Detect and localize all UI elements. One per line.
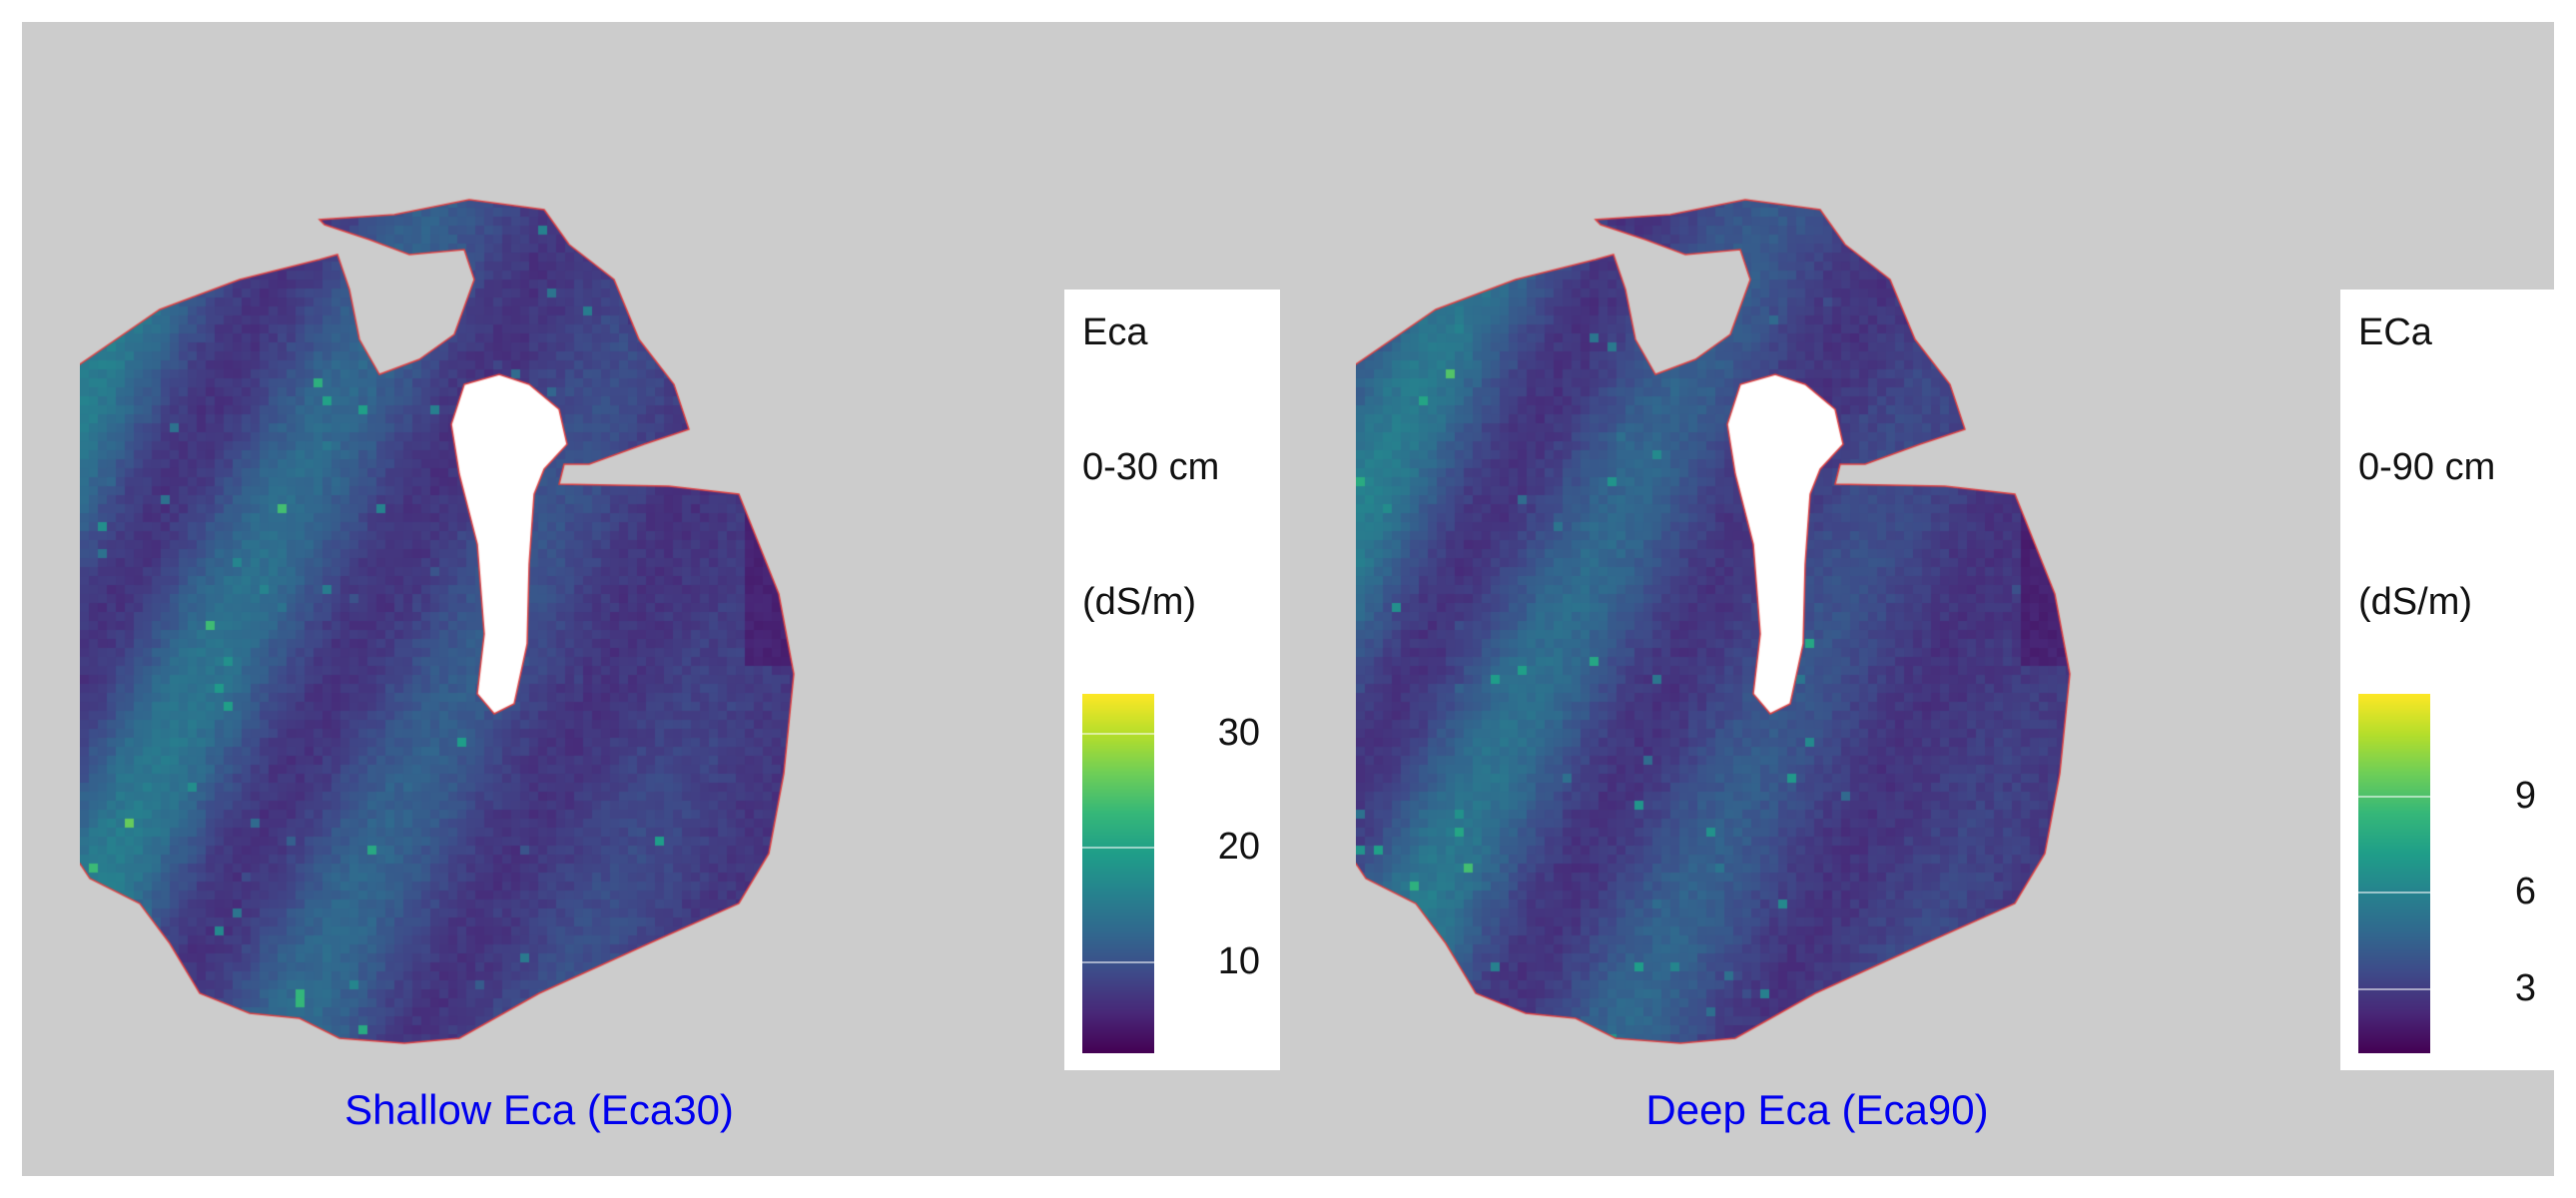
shallow-eca-map [80,100,1078,1078]
colorbar-tick-mark [2358,892,2430,895]
colorbar [2358,694,2430,1053]
deep-eca-map [1356,100,2354,1078]
legend-title: ECa [2358,311,2432,353]
shallow-eca-legend: Eca 0-30 cm (dS/m) 30 20 10 [1064,290,1280,1070]
colorbar-tick-label: 30 [1217,712,1260,754]
deep-eca-caption: Deep Eca (Eca90) [1645,1086,1989,1133]
colorbar-tick-mark [2358,987,2430,990]
colorbar-tick-mark [1082,960,1154,963]
colorbar-tick-label: 6 [2514,871,2536,913]
shallow-eca-caption: Shallow Eca (Eca30) [344,1086,734,1133]
colorbar-tick-label: 3 [2514,966,2536,1009]
colorbar [1082,694,1154,1053]
colorbar-tick-label: 20 [1217,826,1260,869]
colorbar-tick-mark [1082,733,1154,735]
colorbar-tick-mark [1082,847,1154,850]
legend-title: Eca [1082,311,1148,353]
deep-eca-legend: ECa 0-90 cm (dS/m) 9 6 3 [2340,290,2556,1070]
legend-unit: (dS/m) [2358,581,2472,623]
legend-depth: 0-90 cm [2358,446,2496,488]
colorbar-tick-mark [2358,795,2430,798]
colorbar-tick-label: 9 [2514,774,2536,817]
legend-unit: (dS/m) [1082,581,1196,623]
legend-depth: 0-30 cm [1082,446,1220,488]
colorbar-tick-label: 10 [1217,939,1260,982]
